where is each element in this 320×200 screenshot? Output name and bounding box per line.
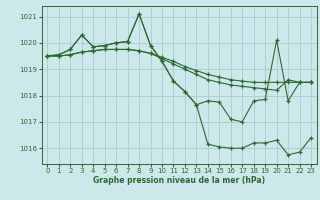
X-axis label: Graphe pression niveau de la mer (hPa): Graphe pression niveau de la mer (hPa) xyxy=(93,176,265,185)
